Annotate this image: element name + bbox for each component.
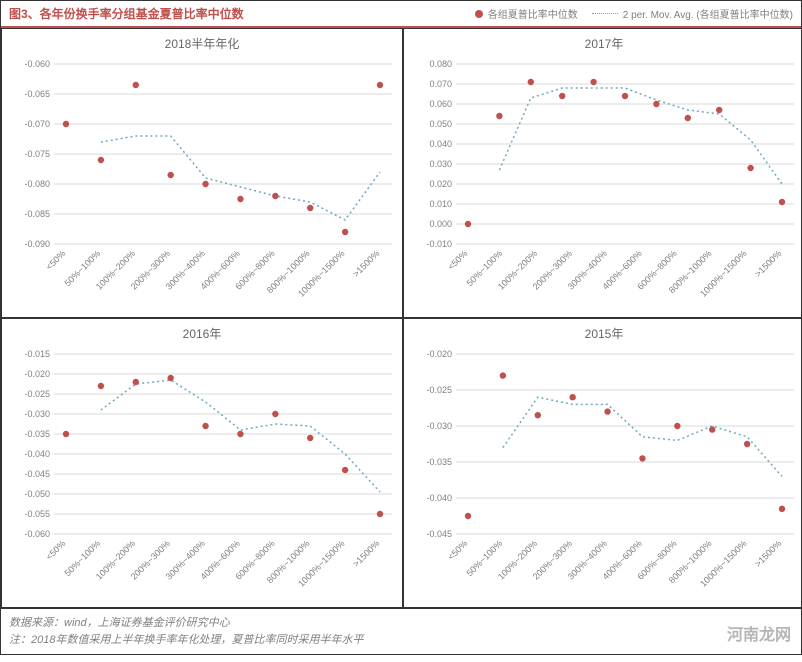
svg-text:0.020: 0.020	[429, 179, 452, 189]
watermark: 河南龙网	[727, 624, 791, 648]
svg-text:-0.050: -0.050	[24, 489, 50, 499]
svg-text:<50%: <50%	[446, 538, 470, 562]
panel-2018: 2018半年年化 -0.090-0.085-0.080-0.075-0.070-…	[1, 28, 403, 318]
header-bar: 图3、各年份换手率分组基金夏普比率中位数 各组夏普比率中位数 2 per. Mo…	[1, 1, 801, 28]
svg-text:-0.035: -0.035	[426, 457, 452, 467]
svg-text:0.030: 0.030	[429, 159, 452, 169]
svg-text:0.060: 0.060	[429, 99, 452, 109]
panel-2015: 2015年 -0.045-0.040-0.035-0.030-0.025-0.0…	[403, 318, 802, 608]
svg-text:<50%: <50%	[44, 538, 68, 562]
legend-label-median: 各组夏普比率中位数	[488, 6, 578, 21]
svg-text:-0.025: -0.025	[426, 385, 452, 395]
svg-text:>1500%: >1500%	[753, 538, 784, 569]
panel-title: 2015年	[408, 325, 800, 342]
svg-text:-0.070: -0.070	[24, 119, 50, 129]
svg-text:-0.020: -0.020	[24, 369, 50, 379]
panel-title: 2018半年年化	[6, 35, 398, 52]
footer-note: 注：2018年数值采用上半年换手率年化处理，夏普比率同时采用半年水平	[9, 632, 793, 649]
panel-2016: 2016年 -0.060-0.055-0.050-0.045-0.040-0.0…	[1, 318, 403, 608]
svg-text:-0.080: -0.080	[24, 179, 50, 189]
figure-title: 图3、各年份换手率分组基金夏普比率中位数	[9, 5, 475, 22]
legend-item-movavg: 2 per. Mov. Avg. (各组夏普比率中位数)	[592, 6, 793, 21]
svg-text:-0.020: -0.020	[426, 349, 452, 359]
svg-text:-0.040: -0.040	[24, 449, 50, 459]
svg-text:-0.065: -0.065	[24, 89, 50, 99]
svg-text:-0.015: -0.015	[24, 349, 50, 359]
svg-text:-0.010: -0.010	[426, 239, 452, 249]
svg-text:0.010: 0.010	[429, 199, 452, 209]
svg-text:<50%: <50%	[44, 248, 68, 272]
legend: 各组夏普比率中位数 2 per. Mov. Avg. (各组夏普比率中位数)	[475, 6, 793, 21]
chart-2018: -0.090 -0.085 -0.080 -0.075 -0.070 -0.065 -0.0…	[6, 54, 398, 314]
svg-text:<50%: <50%	[446, 248, 470, 272]
svg-text:-0.060: -0.060	[24, 59, 50, 69]
chart-2017: -0.010 0.000 0.010 0.020 0.030 0.040 0.050 0.06…	[408, 54, 800, 314]
svg-text:0.040: 0.040	[429, 139, 452, 149]
svg-text:0.080: 0.080	[429, 59, 452, 69]
line-icon	[592, 13, 618, 14]
svg-text:-0.055: -0.055	[24, 509, 50, 519]
dot-icon	[475, 10, 483, 18]
svg-text:-0.030: -0.030	[426, 421, 452, 431]
svg-text:-0.075: -0.075	[24, 149, 50, 159]
chart-2015: -0.045 -0.040 -0.035 -0.030 -0.025 -0.020 <50%…	[408, 344, 800, 604]
panels-grid: 2018半年年化 -0.090-0.085-0.080-0.075-0.070-…	[1, 28, 801, 608]
svg-text:>1500%: >1500%	[351, 538, 382, 569]
svg-text:-0.025: -0.025	[24, 389, 50, 399]
svg-text:>1500%: >1500%	[753, 248, 784, 279]
panel-title: 2017年	[408, 35, 800, 52]
panel-title: 2016年	[6, 325, 398, 342]
svg-text:-0.040: -0.040	[426, 493, 452, 503]
legend-label-movavg: 2 per. Mov. Avg. (各组夏普比率中位数)	[623, 6, 793, 21]
svg-text:0.070: 0.070	[429, 79, 452, 89]
svg-text:-0.090: -0.090	[24, 239, 50, 249]
figure-container: 图3、各年份换手率分组基金夏普比率中位数 各组夏普比率中位数 2 per. Mo…	[0, 0, 802, 655]
footer-source: 数据来源：wind，上海证券基金评价研究中心	[9, 615, 793, 632]
svg-text:>1500%: >1500%	[351, 248, 382, 279]
svg-text:-0.030: -0.030	[24, 409, 50, 419]
svg-text:-0.045: -0.045	[24, 469, 50, 479]
chart-2016: -0.060 -0.055 -0.050 -0.045 -0.040 -0.035 -0.0…	[6, 344, 398, 604]
svg-text:-0.060: -0.060	[24, 529, 50, 539]
svg-text:-0.085: -0.085	[24, 209, 50, 219]
legend-item-median: 各组夏普比率中位数	[475, 6, 578, 21]
svg-text:-0.045: -0.045	[426, 529, 452, 539]
svg-text:0.050: 0.050	[429, 119, 452, 129]
svg-text:-0.035: -0.035	[24, 429, 50, 439]
svg-text:0.000: 0.000	[429, 219, 452, 229]
panel-2017: 2017年 -0.010 0.000 0.010 0.020 0.030 0.040 0.0…	[403, 28, 802, 318]
figure-footer: 数据来源：wind，上海证券基金评价研究中心 注：2018年数值采用上半年换手率…	[1, 608, 801, 654]
